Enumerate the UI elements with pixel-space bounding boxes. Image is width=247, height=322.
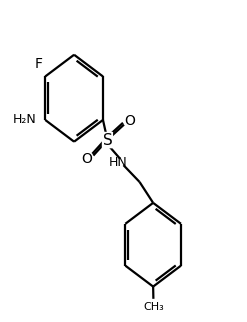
Text: O: O <box>82 152 92 166</box>
Text: S: S <box>103 133 112 147</box>
Text: O: O <box>124 114 135 128</box>
Text: F: F <box>35 57 43 71</box>
Text: CH₃: CH₃ <box>143 302 164 312</box>
Text: H₂N: H₂N <box>13 113 37 127</box>
Text: HN: HN <box>108 156 127 169</box>
